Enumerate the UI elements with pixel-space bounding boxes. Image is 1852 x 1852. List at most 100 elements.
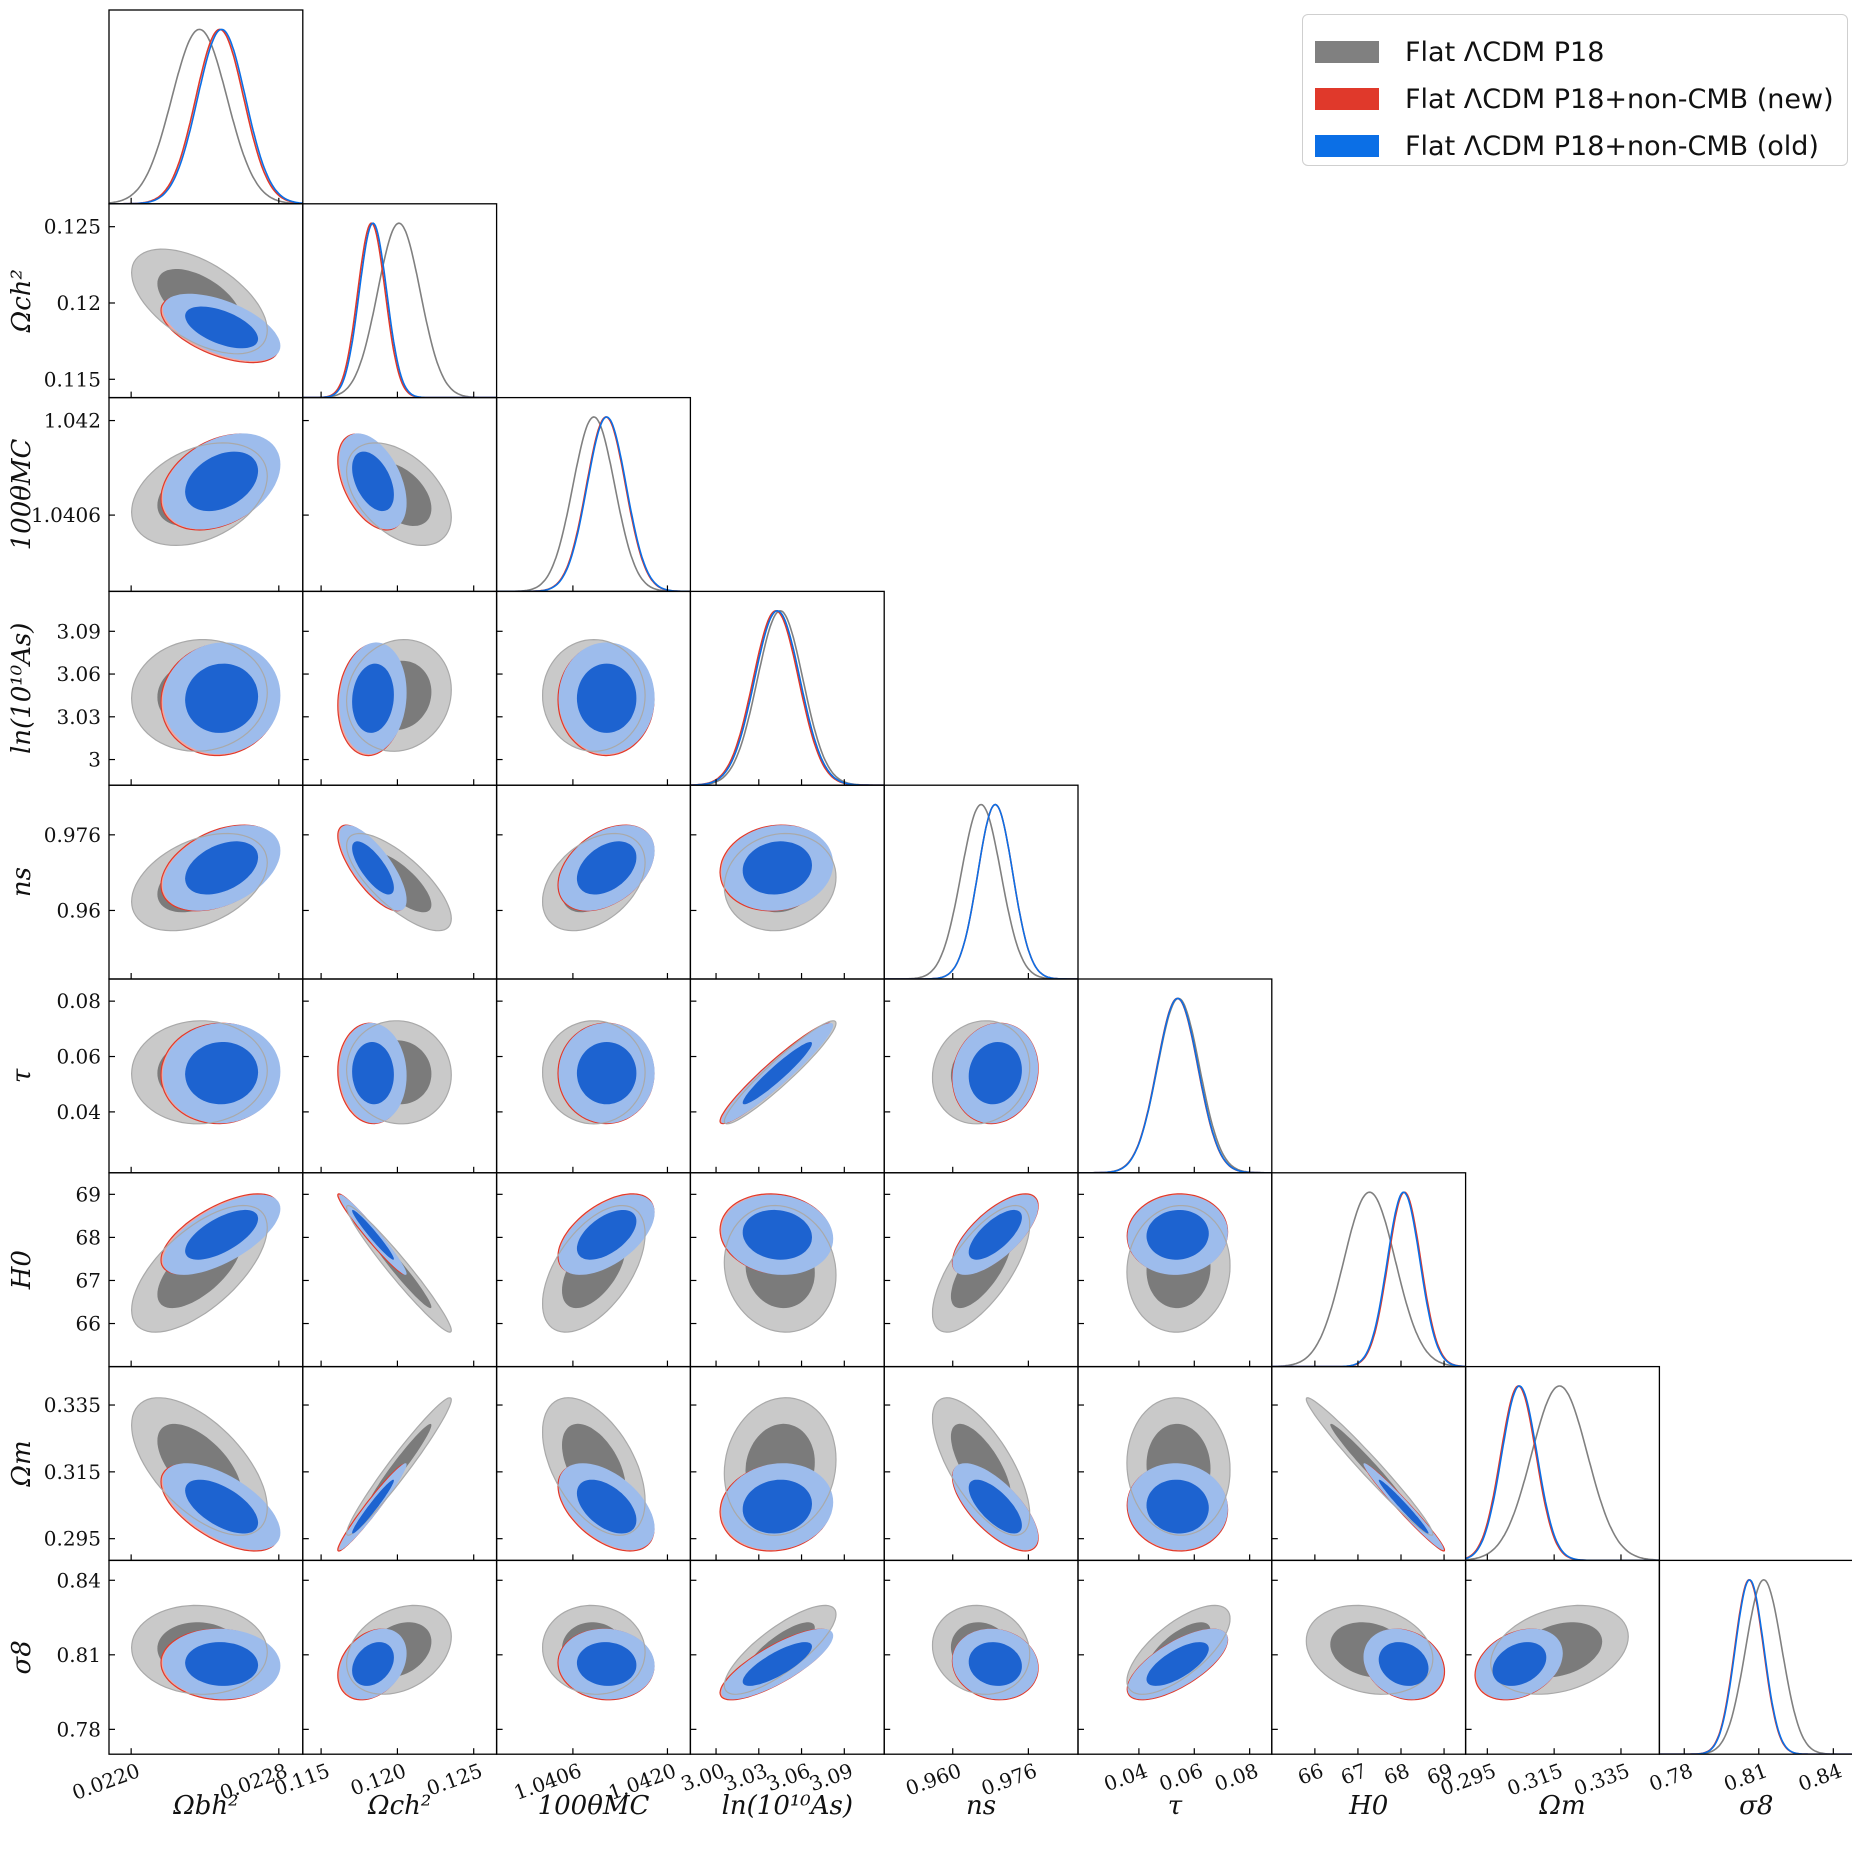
x-tick-label: 0.08 (1211, 1758, 1261, 1796)
panel-2-0 (108, 396, 304, 593)
y-tick-label: 1.0406 (31, 503, 101, 527)
panel-5-5 (1077, 978, 1273, 1174)
contour-outline-p18 (723, 1397, 837, 1536)
contour-outline-p18 (723, 832, 837, 932)
marginal-curve-old (884, 803, 1078, 980)
x-axis-label: Ωch² (367, 1791, 431, 1821)
panel-content (496, 416, 691, 592)
marginal-curve-new (302, 222, 497, 398)
contour-outline-p18 (1126, 1604, 1231, 1695)
y-tick-label: 0.115 (44, 367, 101, 391)
contour-68-old (1492, 1642, 1547, 1686)
marginal-curve-old (1659, 1579, 1852, 1755)
marginal-curve-new (1659, 1578, 1852, 1755)
contour-68-old (352, 1479, 394, 1534)
panel-3-3 (689, 590, 885, 786)
x-tick-label: 0.960 (902, 1758, 964, 1800)
y-tick-label: 0.78 (56, 1717, 101, 1741)
panel-content (130, 433, 281, 547)
panel-content (690, 609, 885, 786)
panel-3-1 (302, 590, 498, 786)
panel-frame (495, 396, 692, 593)
contour-outline-p18 (541, 1020, 646, 1125)
panel-3-2 (495, 590, 692, 786)
marginal-curve-p18 (1271, 1191, 1466, 1367)
legend-swatch-new (1315, 88, 1379, 110)
y-tick-label: 66 (76, 1312, 101, 1336)
y-tick-label: 0.335 (44, 1393, 101, 1417)
panel-4-3 (689, 784, 885, 980)
panel-content (130, 248, 281, 364)
legend-swatch-old (1315, 135, 1379, 157)
panel-content (541, 824, 655, 932)
y-tick-label: 0.12 (56, 291, 101, 315)
y-tick-label: 0.06 (56, 1045, 101, 1069)
panel-frame (1658, 1559, 1852, 1755)
marginal-curve-p18 (1078, 997, 1272, 1173)
contour-outline-p18 (130, 1204, 268, 1333)
legend: Flat ΛCDM P18 Flat ΛCDM P18+non-CMB (new… (1302, 14, 1848, 166)
contour-68-old (968, 1209, 1022, 1260)
y-tick-label: 3.03 (56, 705, 101, 729)
panel-6-5 (1077, 1172, 1273, 1368)
panel-content (337, 1604, 452, 1701)
contour-68-old (185, 1042, 259, 1105)
panel-5-0 (108, 978, 304, 1174)
contour-68-old (576, 1642, 637, 1686)
contour-68-old (742, 841, 812, 895)
x-axis-label: Ωbh² (172, 1791, 238, 1821)
panel-content (1305, 1604, 1446, 1701)
panel-4-0 (108, 784, 304, 980)
contour-68-old (352, 1209, 394, 1260)
contour-outline-p18 (345, 1397, 452, 1536)
panel-content (719, 1020, 837, 1125)
panel-8-0 (108, 1559, 304, 1755)
panel-content (1271, 1191, 1466, 1367)
legend-item-old: Flat ΛCDM P18+non-CMB (old) (1315, 129, 1819, 163)
marginal-curve-new (690, 609, 885, 786)
contour-outline-p18 (1305, 1604, 1434, 1695)
panel-content (541, 638, 655, 757)
contour-outline-p18 (723, 1204, 837, 1333)
y-tick-label: 0.125 (44, 215, 101, 239)
y-tick-label: 1.042 (44, 409, 101, 433)
contour-outline-p18 (1490, 1604, 1629, 1695)
panel-2-2 (495, 396, 692, 593)
panel-6-1 (302, 1172, 498, 1368)
marginal-curve-new (1465, 1385, 1660, 1561)
panel-content (337, 1020, 452, 1125)
marginal-curve-p18 (496, 416, 691, 592)
contour-68-old (185, 1642, 259, 1686)
contour-68-old (968, 1042, 1022, 1105)
panel-content (130, 1020, 281, 1125)
y-axis-label: 100θMC (7, 438, 37, 550)
y-tick-label: 3 (88, 748, 101, 772)
contour-68-old (185, 1479, 259, 1534)
panel-5-1 (302, 978, 498, 1174)
contour-outline-p18 (723, 1604, 837, 1695)
panel-content (719, 1193, 837, 1333)
marginal-curve-p18 (302, 222, 497, 398)
contour-outline-p18 (1305, 1397, 1434, 1536)
marginal-curve-old (302, 222, 497, 398)
legend-label-p18: Flat ΛCDM P18 (1405, 36, 1605, 68)
contour-68-old (185, 306, 259, 349)
y-tick-label: 0.976 (44, 823, 101, 847)
contour-outline-p18 (931, 1397, 1031, 1536)
x-tick-label: 0.0220 (69, 1758, 143, 1804)
y-axis-label: Ωch² (7, 269, 37, 333)
contour-outline-p18 (1126, 1204, 1231, 1333)
contour-68-old (1146, 1479, 1209, 1534)
contour-68-old (1378, 1479, 1429, 1534)
panel-7-5 (1077, 1365, 1273, 1562)
contour-outline-p18 (541, 638, 646, 752)
panel-content (302, 222, 497, 398)
panel-4-4 (883, 784, 1079, 980)
contour-68-old (968, 1479, 1022, 1534)
y-tick-label: 69 (76, 1182, 101, 1206)
panel-7-7 (1464, 1365, 1661, 1562)
panel-content (337, 1397, 452, 1552)
contour-outline-p18 (345, 638, 452, 752)
panel-content (109, 28, 303, 204)
x-tick-label: 0.84 (1795, 1758, 1845, 1796)
